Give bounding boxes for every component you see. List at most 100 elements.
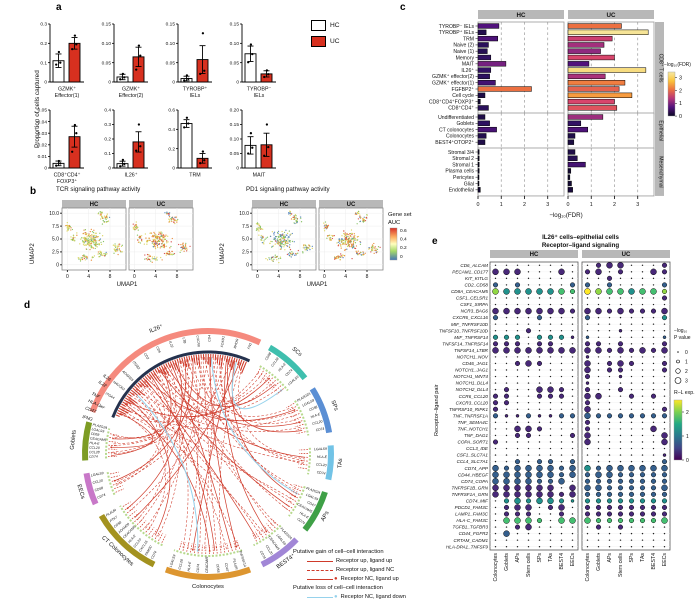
svg-text:HC: HC: [280, 202, 289, 208]
svg-text:MAIT: MAIT: [253, 173, 266, 179]
red-dot-icon: ●: [334, 576, 338, 582]
svg-text:Naive (1): Naive (1): [453, 49, 474, 55]
svg-text:UC: UC: [157, 202, 166, 208]
svg-text:3: 3: [546, 202, 549, 208]
svg-text:5.0: 5.0: [52, 237, 59, 243]
svg-text:NOTCH2_DLL4: NOTCH2_DLL4: [456, 387, 489, 392]
svg-text:Colonocytes: Colonocytes: [192, 584, 224, 590]
svg-text:0.05: 0.05: [102, 60, 112, 66]
svg-text:TNF_TNFRSF1A: TNF_TNFRSF1A: [453, 413, 488, 418]
svg-text:IL26⁺: IL26⁺: [124, 172, 137, 179]
svg-text:TYROBP⁺ IELs: TYROBP⁺ IELs: [439, 30, 475, 36]
dashed-red-line-icon: [307, 570, 333, 571]
svg-text:CD74: CD74: [89, 455, 98, 459]
svg-text:HLA-C_FAM3C: HLA-C_FAM3C: [456, 518, 488, 523]
svg-text:Stromal 1: Stromal 1: [452, 162, 474, 168]
svg-text:CXCR6: CXCR6: [196, 335, 201, 347]
svg-text:CD58: CD58: [113, 520, 122, 529]
svg-text:CT colonocytes: CT colonocytes: [439, 127, 474, 133]
svg-text:Colonocytes: Colonocytes: [585, 553, 591, 582]
svg-text:TNFRSF1A: TNFRSF1A: [238, 550, 247, 569]
svg-text:0: 0: [44, 80, 47, 86]
svg-text:7.5: 7.5: [52, 224, 59, 230]
svg-text:3: 3: [679, 76, 682, 82]
svg-text:HLA-E: HLA-E: [317, 455, 328, 459]
svg-text:GZMK⁺ effector(2): GZMK⁺ effector(2): [432, 74, 474, 80]
panel-d-label: d: [24, 300, 31, 311]
svg-text:SPs: SPs: [629, 553, 635, 563]
panel-a-legend: HC UC: [311, 20, 340, 52]
svg-text:0.15: 0.15: [230, 22, 240, 28]
svg-text:0.2: 0.2: [40, 41, 47, 47]
svg-text:4: 4: [344, 274, 347, 280]
svg-text:CD74: CD74: [97, 493, 107, 500]
svg-text:CD4: CD4: [207, 335, 211, 342]
svg-text:CD8A_CEACAM5: CD8A_CEACAM5: [451, 289, 488, 294]
svg-text:CD8⁺CD4⁺: CD8⁺CD4⁺: [54, 172, 81, 179]
svg-text:CD8⁺CD4⁺FOXP3⁺: CD8⁺CD4⁺FOXP3⁺: [429, 99, 474, 105]
svg-text:UC: UC: [622, 252, 631, 258]
svg-text:LGALS9: LGALS9: [169, 554, 177, 568]
panel-c-label: c: [400, 2, 406, 13]
svg-text:2.5: 2.5: [52, 250, 59, 256]
svg-text:0.05: 0.05: [230, 60, 240, 66]
svg-text:Endothelial: Endothelial: [449, 188, 474, 194]
svg-text:CD55: CD55: [216, 564, 221, 573]
svg-text:CD47: CD47: [85, 405, 98, 414]
svg-text:BEST4: BEST4: [559, 553, 565, 570]
svg-text:CCR6_CCL20: CCR6_CCL20: [459, 394, 489, 399]
svg-text:FAM3C: FAM3C: [144, 544, 154, 556]
svg-text:2.5: 2.5: [242, 250, 249, 256]
panel-e-dot-plot: HC Colonocytes Goblets APs Stem cells SPs TAs B…: [439, 250, 695, 582]
svg-text:10.0: 10.0: [239, 211, 249, 217]
svg-text:HLA-C: HLA-C: [87, 398, 102, 408]
hc-label: HC: [330, 22, 340, 29]
svg-text:CD6: CD6: [155, 346, 162, 354]
svg-text:0: 0: [323, 274, 326, 280]
svg-text:HLA-E: HLA-E: [127, 533, 137, 544]
svg-text:LGALS9: LGALS9: [314, 447, 327, 451]
svg-text:ADGRE5: ADGRE5: [121, 369, 135, 382]
uc-label: UC: [330, 38, 340, 45]
blue-dot-icon: ●: [334, 594, 338, 600]
svg-text:TRM: TRM: [189, 173, 200, 179]
svg-text:PLAUR: PLAUR: [232, 558, 239, 570]
svg-text:1: 1: [686, 434, 689, 440]
svg-text:PDCD1_FAM3C: PDCD1_FAM3C: [455, 505, 489, 510]
legend-item-gain-1: Receptor up, ligand up: [293, 557, 429, 566]
svg-text:CD58: CD58: [309, 405, 319, 412]
panel-d-legend: Putative gain of cell–cell interaction R…: [293, 548, 429, 602]
svg-text:IL26: IL26: [102, 373, 112, 382]
svg-text:LGALS9: LGALS9: [275, 533, 286, 545]
svg-text:HC: HC: [517, 12, 526, 19]
svg-text:RHOG: RHOG: [233, 338, 240, 349]
svg-text:TYROBP⁻: TYROBP⁻: [247, 87, 272, 93]
svg-text:0: 0: [477, 202, 480, 208]
svg-text:2: 2: [686, 410, 689, 416]
svg-text:0: 0: [133, 274, 136, 280]
svg-text:CCL20: CCL20: [133, 538, 143, 549]
svg-text:R–L exp.: R–L exp.: [674, 390, 695, 396]
svg-text:8: 8: [366, 274, 369, 280]
solid-red-line-icon: [307, 579, 333, 580]
svg-text:IL22: IL22: [98, 379, 108, 388]
svg-text:CD74: CD74: [150, 550, 158, 560]
svg-text:0: 0: [685, 350, 688, 356]
svg-text:0.03: 0.03: [38, 131, 48, 137]
svg-text:FOXP3⁺: FOXP3⁺: [57, 178, 77, 185]
svg-text:TAs: TAs: [548, 553, 554, 562]
svg-text:−log₁₀: −log₁₀: [674, 328, 687, 334]
svg-text:CD47: CD47: [224, 563, 229, 572]
svg-text:LGALS9: LGALS9: [287, 375, 299, 386]
svg-text:TYROBP⁻ IELs: TYROBP⁻ IELs: [439, 24, 475, 30]
svg-text:Goblets: Goblets: [596, 553, 602, 571]
svg-text:Naive (2): Naive (2): [453, 43, 474, 49]
svg-text:−log₁₀(FDR): −log₁₀(FDR): [664, 62, 691, 68]
svg-text:TYROBP⁺: TYROBP⁺: [183, 86, 208, 93]
svg-text:0: 0: [400, 254, 403, 260]
svg-text:APs: APs: [320, 510, 330, 522]
svg-text:GZMK⁺ effector(1): GZMK⁺ effector(1): [432, 81, 474, 87]
svg-text:UC: UC: [347, 202, 356, 208]
